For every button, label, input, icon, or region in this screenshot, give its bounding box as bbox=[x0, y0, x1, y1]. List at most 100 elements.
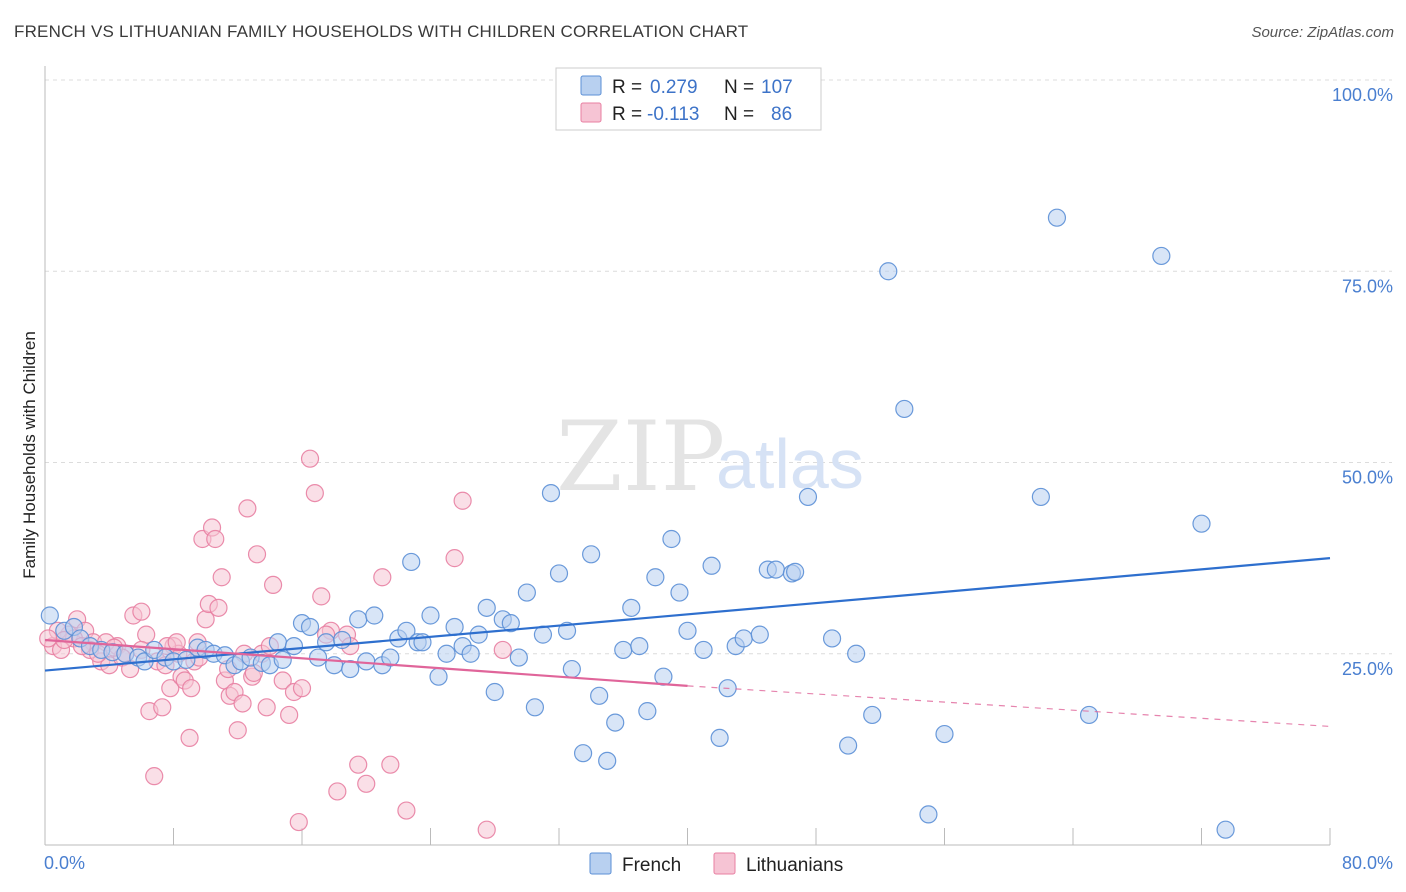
french-point-73 bbox=[662, 529, 681, 549]
lithuanians-point-49 bbox=[312, 587, 331, 606]
lithuanians-point-23 bbox=[180, 728, 199, 748]
series-label-lithuanians: Lithuanians bbox=[746, 855, 843, 876]
french-point-71 bbox=[646, 568, 665, 587]
french-point-87 bbox=[822, 629, 842, 648]
french-point-81 bbox=[734, 629, 753, 648]
lithuanians-point-39 bbox=[247, 545, 267, 564]
french-point-24 bbox=[273, 650, 292, 669]
lithuanians-point-60 bbox=[477, 820, 496, 839]
french-point-89 bbox=[847, 644, 866, 663]
lithuanians-point-36 bbox=[233, 694, 252, 713]
french-point-55 bbox=[517, 583, 536, 602]
lithuanians-point-30 bbox=[206, 529, 225, 549]
legend-n-value-lithuanians: 86 bbox=[771, 104, 792, 125]
tick-labels: 25.0% 50.0% 75.0% 100.0% 0.0% 80.0% bbox=[44, 85, 1393, 873]
french-point-94 bbox=[935, 724, 954, 744]
y-tick-label-3: 100.0% bbox=[1332, 85, 1393, 105]
french-point-0 bbox=[40, 606, 59, 625]
french-point-35 bbox=[365, 606, 384, 625]
lithuanians-point-42 bbox=[263, 575, 283, 595]
lithuanians-point-18 bbox=[161, 679, 180, 698]
french-trend-line bbox=[44, 557, 1331, 672]
french-point-34 bbox=[357, 652, 376, 671]
french-point-48 bbox=[461, 644, 480, 663]
french-point-100 bbox=[1216, 820, 1235, 839]
legend-r-label-lithuanians: R = bbox=[612, 104, 642, 125]
lithuanians-point-43 bbox=[273, 671, 292, 690]
lithuanians-point-70 bbox=[167, 633, 186, 652]
lithuanians-point-11 bbox=[132, 602, 151, 621]
lithuanians-point-58 bbox=[445, 549, 464, 568]
french-point-66 bbox=[606, 713, 625, 732]
lithuanians-point-55 bbox=[373, 568, 392, 587]
french-point-62 bbox=[573, 744, 593, 763]
french-point-88 bbox=[839, 736, 858, 755]
french-point-97 bbox=[1079, 705, 1099, 725]
french-point-51 bbox=[485, 682, 504, 702]
french-point-78 bbox=[710, 728, 729, 748]
french-point-75 bbox=[678, 621, 697, 640]
legend-r-value-lithuanians: -0.113 bbox=[647, 104, 699, 125]
series-legend: French Lithuanians bbox=[589, 852, 843, 876]
french-point-82 bbox=[750, 625, 769, 644]
french-point-77 bbox=[702, 556, 721, 575]
chart-title: FRENCH VS LITHUANIAN FAMILY HOUSEHOLDS W… bbox=[14, 22, 749, 41]
watermark: ZIP atlas bbox=[556, 401, 864, 513]
french-point-43 bbox=[421, 606, 440, 625]
lithuanians-point-57 bbox=[397, 801, 416, 820]
lithuanians-point-51 bbox=[328, 782, 347, 801]
legend-n-label-lithuanians: N = bbox=[724, 104, 754, 125]
lithuanians-point-48 bbox=[305, 484, 324, 503]
french-point-65 bbox=[598, 751, 617, 770]
french-point-28 bbox=[308, 648, 328, 667]
french-point-70 bbox=[638, 702, 657, 721]
french-point-84 bbox=[766, 560, 785, 579]
french-point-86 bbox=[786, 562, 805, 581]
lithuanians-point-31 bbox=[212, 568, 231, 587]
lithuanians-trend-line bbox=[44, 638, 688, 687]
french-point-69 bbox=[630, 636, 649, 656]
french-point-54 bbox=[509, 648, 528, 667]
french-point-74 bbox=[670, 583, 689, 602]
french-point-95 bbox=[1031, 487, 1050, 507]
french-point-96 bbox=[1047, 208, 1067, 227]
source-label: Source: ZipAtlas.com bbox=[1251, 24, 1394, 41]
trend-lines bbox=[44, 557, 1331, 728]
y-tick-label-0: 25.0% bbox=[1342, 659, 1393, 679]
french-point-67 bbox=[614, 640, 633, 660]
french-point-56 bbox=[525, 698, 545, 717]
french-point-64 bbox=[590, 686, 609, 705]
french-point-57 bbox=[533, 625, 553, 644]
series-swatch-french bbox=[589, 852, 612, 875]
watermark-atlas: atlas bbox=[716, 425, 864, 503]
french-point-63 bbox=[582, 545, 601, 564]
lithuanians-point-79 bbox=[292, 679, 312, 698]
lithuanians-point-72 bbox=[209, 598, 228, 617]
french-point-61 bbox=[562, 659, 581, 679]
french-point-53 bbox=[501, 614, 520, 633]
french-point-44 bbox=[429, 667, 448, 686]
french-point-25 bbox=[284, 636, 304, 656]
legend-r-label-french: R = bbox=[612, 77, 642, 98]
legend-r-value-french: 0.279 bbox=[650, 77, 698, 98]
correlation-legend: R = 0.279 N = 107 R = -0.113 N = 86 bbox=[555, 67, 822, 131]
french-point-91 bbox=[879, 262, 898, 281]
french-point-60 bbox=[557, 621, 577, 640]
lithuanians-point-46 bbox=[289, 812, 308, 832]
french-point-58 bbox=[541, 484, 561, 503]
lithuanians-point-35 bbox=[228, 721, 247, 740]
french-point-76 bbox=[694, 640, 713, 660]
french-point-45 bbox=[437, 644, 456, 663]
french-point-101 bbox=[798, 487, 818, 507]
lithuanians-point-41 bbox=[257, 698, 276, 717]
lithuanians-point-16 bbox=[153, 698, 172, 717]
lithuanians-point-82 bbox=[182, 679, 201, 698]
lithuanians-point-61 bbox=[493, 640, 512, 660]
lithuanians-point-12 bbox=[137, 625, 156, 644]
french-point-23 bbox=[268, 633, 288, 652]
legend-swatch-french bbox=[580, 75, 602, 96]
axes bbox=[44, 66, 1331, 846]
french-point-59 bbox=[549, 564, 569, 583]
series-swatch-lithuanians bbox=[713, 852, 736, 875]
